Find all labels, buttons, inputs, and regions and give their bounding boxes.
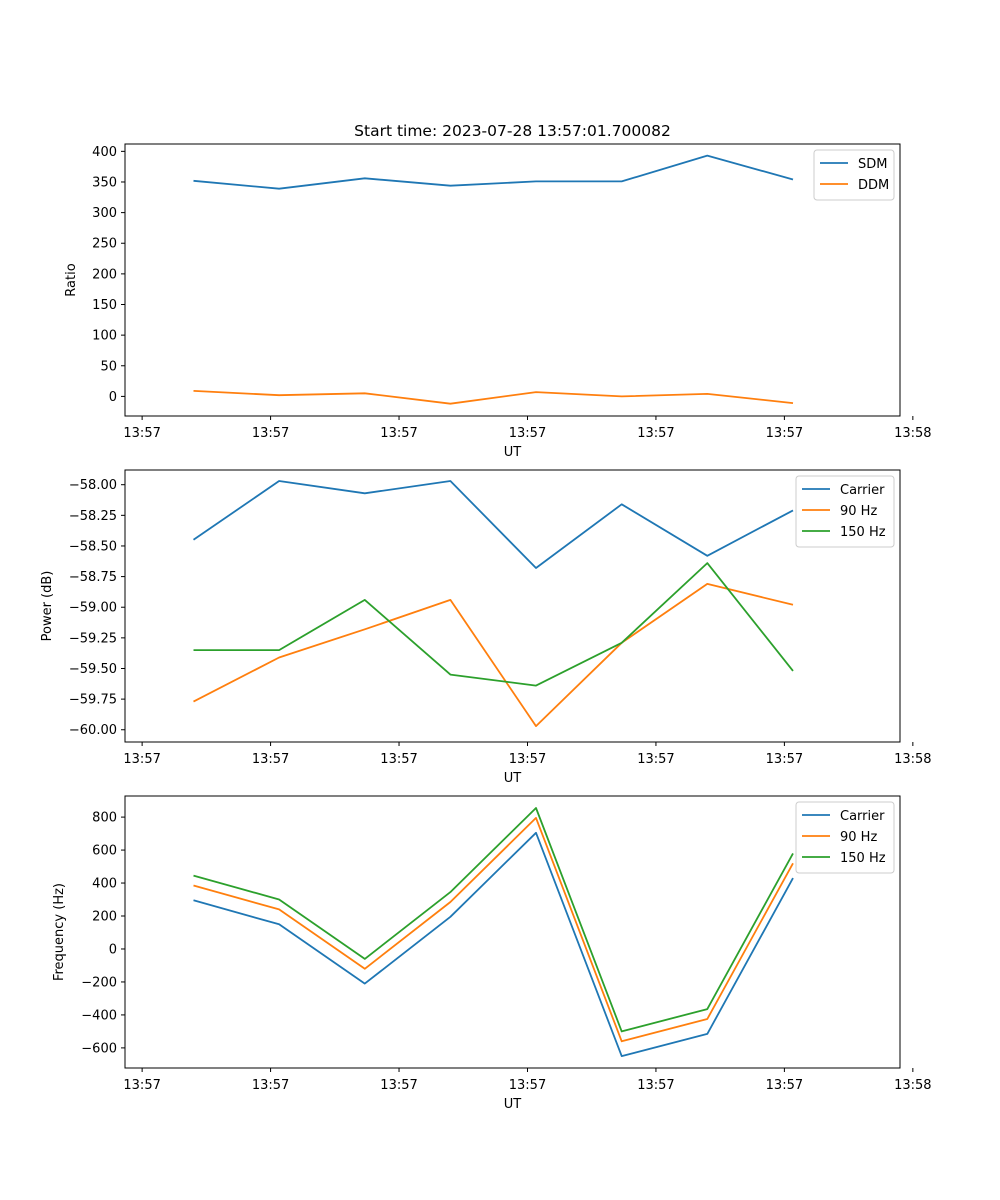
legend: Carrier 90 Hz 150 Hz — [795, 801, 895, 874]
y-tick-label: 0 — [109, 390, 117, 405]
axes-frame — [124, 143, 901, 417]
legend-label: 90 Hz — [840, 830, 877, 845]
x-tick-label: 13:58 — [894, 426, 931, 441]
y-tick-label: −600 — [81, 1041, 117, 1056]
x-tick-label: 13:57 — [380, 426, 417, 441]
series-line-150-hz — [193, 807, 794, 1033]
x-tick-label: 13:57 — [766, 1078, 803, 1093]
y-tick-label: 50 — [100, 359, 117, 374]
y-tick-label: −60.00 — [69, 723, 117, 738]
x-tick-label: 13:57 — [766, 426, 803, 441]
legend-label: DDM — [858, 178, 889, 193]
x-tick-label: 13:57 — [509, 1078, 546, 1093]
x-tick-label: 13:58 — [894, 752, 931, 767]
plots: 13:57 13:57 13:57 13:57 13:57 13:57 13:58 0 50 10… — [40, 143, 932, 1112]
legend: Carrier 90 Hz 150 Hz — [795, 475, 895, 548]
y-tick-label: 300 — [92, 206, 117, 221]
y-tick-label: −59.00 — [69, 601, 117, 616]
x-tick-label: 13:57 — [380, 752, 417, 767]
legend-label: Carrier — [840, 809, 885, 824]
legend-label: 90 Hz — [840, 504, 877, 519]
y-axis-label: Ratio — [64, 263, 79, 296]
series-line-carrier — [192, 480, 794, 569]
y-tick-label: −58.75 — [69, 570, 117, 585]
legend-label: 150 Hz — [840, 851, 886, 866]
series-line-ddm — [193, 390, 794, 405]
x-tick-label: 13:57 — [637, 1078, 674, 1093]
legend-label: SDM — [858, 157, 887, 172]
y-tick-label: −58.00 — [69, 478, 117, 493]
x-axis-label: UT — [504, 445, 522, 460]
axes-frame — [124, 469, 901, 743]
x-tick-label: 13:57 — [637, 426, 674, 441]
legend-box — [795, 475, 895, 548]
x-tick-label: 13:57 — [509, 426, 546, 441]
series-line-150-hz — [193, 562, 794, 687]
axes-frame — [124, 795, 901, 1069]
subplot-2: 13:57 13:57 13:57 13:57 13:57 13:57 13:58 −60.0… — [40, 469, 932, 786]
y-tick-label: −59.25 — [69, 631, 117, 646]
series-line-sdm — [193, 154, 794, 190]
x-tick-label: 13:57 — [123, 752, 160, 767]
x-tick-label: 13:57 — [380, 1078, 417, 1093]
y-tick-label: −59.75 — [69, 693, 117, 708]
y-axis-label: Power (dB) — [40, 571, 55, 642]
x-axis-label: UT — [504, 771, 522, 786]
y-axis-label: Frequency (Hz) — [52, 883, 67, 981]
y-tick-label: 800 — [92, 811, 117, 826]
x-tick-label: 13:57 — [637, 752, 674, 767]
y-tick-label: 250 — [92, 237, 117, 252]
y-tick-label: 150 — [92, 298, 117, 313]
legend: SDM DDM — [813, 149, 895, 201]
y-tick-label: −59.50 — [69, 662, 117, 677]
x-tick-label: 13:57 — [766, 752, 803, 767]
legend-label: 150 Hz — [840, 525, 886, 540]
subplot-3: 13:57 13:57 13:57 13:57 13:57 13:57 13:58 −600 −… — [52, 795, 932, 1112]
y-tick-label: 100 — [92, 329, 117, 344]
x-axis-label: UT — [504, 1097, 522, 1112]
y-tick-label: −400 — [81, 1008, 117, 1023]
y-tick-label: 350 — [92, 175, 117, 190]
y-tick-label: 200 — [92, 910, 117, 925]
x-tick-label: 13:57 — [252, 1078, 289, 1093]
legend-label: Carrier — [840, 483, 885, 498]
x-tick-label: 13:57 — [252, 426, 289, 441]
x-tick-label: 13:57 — [123, 1078, 160, 1093]
series-line-90-hz — [193, 583, 794, 727]
series-line-90-hz — [193, 817, 794, 1043]
y-tick-label: −58.25 — [69, 509, 117, 524]
y-tick-label: 0 — [109, 942, 117, 957]
x-tick-label: 13:57 — [252, 752, 289, 767]
series-line-carrier — [193, 831, 794, 1057]
y-tick-label: 600 — [92, 844, 117, 859]
y-tick-label: −58.50 — [69, 539, 117, 554]
x-tick-label: 13:57 — [509, 752, 546, 767]
x-tick-label: 13:57 — [123, 426, 160, 441]
y-tick-label: −200 — [81, 975, 117, 990]
figure-title: Start time: 2023-07-28 13:57:01.700082 — [354, 122, 671, 140]
y-tick-label: 400 — [92, 145, 117, 160]
y-tick-label: 200 — [92, 267, 117, 282]
x-tick-label: 13:58 — [894, 1078, 931, 1093]
y-tick-label: 400 — [92, 877, 117, 892]
subplot-1: 13:57 13:57 13:57 13:57 13:57 13:57 13:58 0 50 10… — [64, 143, 932, 460]
legend-box — [795, 801, 895, 874]
